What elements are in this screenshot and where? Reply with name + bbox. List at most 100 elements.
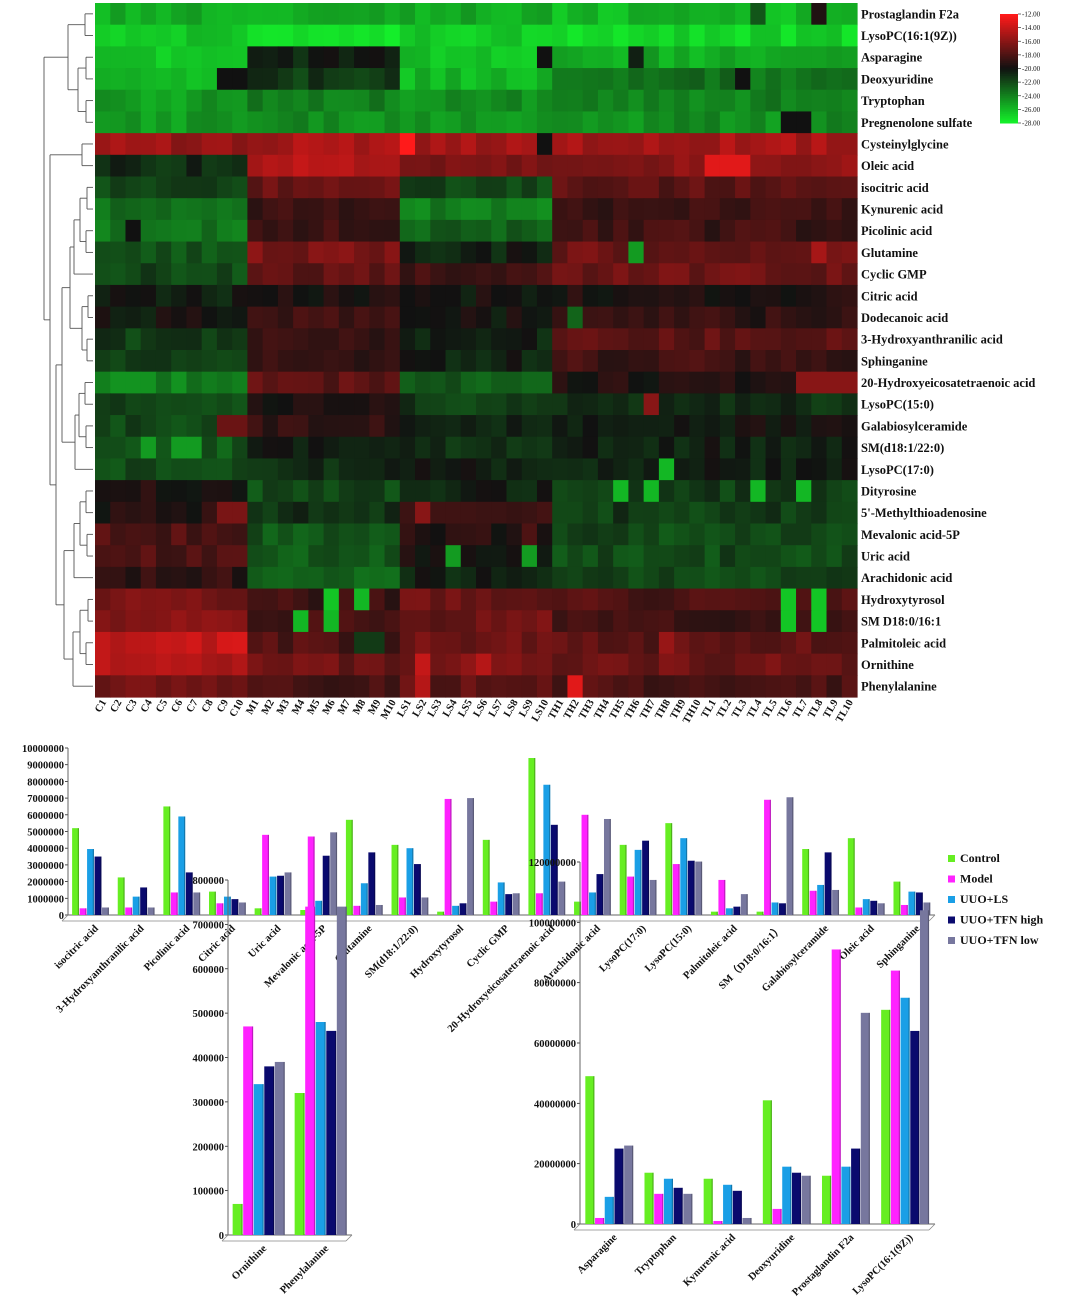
heatmap-column-label: C1 [93,698,109,715]
heatmap-cell [704,68,721,91]
heatmap-cell [613,24,629,47]
heatmap-cell [811,653,828,676]
heatmap-cell [643,284,660,308]
heatmap-cell [521,198,538,221]
heatmap-cell [506,24,523,47]
heatmap-cell [262,263,279,286]
heatmap-cell [95,436,111,460]
heatmap-cell [491,284,508,308]
heatmap-cell [384,566,401,590]
heatmap-cell [613,198,629,221]
heatmap-cell [689,588,706,611]
heatmap-cell [445,176,462,199]
heatmap-cell [735,133,751,156]
bar [322,855,330,915]
heatmap-cell [796,241,812,264]
heatmap-cell [536,241,553,264]
heatmap-cell [476,154,492,178]
heatmap-cell [674,306,690,329]
heatmap-cell [567,675,584,698]
y-tick-label: 1000000 [27,894,64,905]
heatmap-cell [186,89,203,113]
heatmap-cell [780,306,797,329]
heatmap-cell [536,371,553,394]
heatmap-cell [719,24,736,47]
heatmap-cell [521,263,538,286]
heatmap-cell [216,371,233,394]
bar [543,784,551,915]
heatmap-cell [643,46,660,69]
heatmap-cell [643,111,660,134]
heatmap-cell [780,219,797,243]
heatmap-cell [750,89,767,113]
heatmap-cell [796,436,812,460]
color-scale-segment [1000,26,1018,30]
bar [654,1193,664,1224]
heatmap-cell [171,393,188,416]
heatmap-cell [125,371,142,394]
heatmap-cell [719,176,736,199]
heatmap-cell [354,588,370,611]
heatmap-cell [399,111,416,134]
color-scale-segment [1000,108,1018,111]
heatmap-cell [491,133,508,156]
heatmap-cell [125,284,142,308]
color-scale-segment [1000,97,1018,100]
heatmap-cell [628,328,645,351]
heatmap-cell [308,371,325,394]
heatmap-cell [765,176,782,199]
heatmap-cell [765,393,782,416]
heatmap-cell [536,415,553,438]
bar-shade [868,1012,870,1224]
heatmap-cell [308,133,325,156]
heatmap-cell [841,350,858,373]
heatmap-row-label: Cyclic GMP [861,268,927,282]
heatmap-cell [338,46,355,69]
heatmap-cell [201,480,218,503]
heatmap-cell [826,3,843,26]
bar [535,893,543,915]
bar-shade [927,910,930,1224]
heatmap-cell [536,3,553,26]
heatmap-cell [110,501,127,525]
heatmap-cell [582,219,599,243]
bar [919,910,930,1224]
heatmap-cell [536,545,553,568]
heatmap-cell [293,501,309,525]
heatmap-cell [369,154,386,178]
heatmap-cell [308,523,325,546]
color-scale-segment [1000,83,1018,86]
heatmap-cell [567,610,584,633]
axis-depth-line [928,1223,936,1231]
legend-swatch [948,896,955,903]
heatmap-cell [140,588,157,611]
heatmap-cell [506,133,523,156]
x-category-label: Oleic acid [837,923,876,962]
heatmap-cell [704,436,721,460]
heatmap-cell [719,68,736,91]
heatmap-cell [216,133,233,156]
heatmap-cell [384,350,401,373]
heatmap-cell [186,393,203,416]
heatmap-cell [796,46,812,69]
heatmap-cell [171,111,188,134]
heatmap-cell [704,46,721,69]
bar [740,894,748,916]
heatmap-cell [689,284,706,308]
heatmap-cell [719,371,736,394]
heatmap-cell [247,523,264,546]
bar-shade [809,1175,811,1224]
heatmap-cell [521,653,538,676]
heatmap-cell [338,176,355,199]
heatmap-cell [674,675,690,698]
heatmap-cell [277,241,294,264]
heatmap-cell [567,68,584,91]
heatmap-cell [658,436,675,460]
heatmap-cell [506,566,523,590]
heatmap-cell [323,3,340,26]
heatmap-cell [140,523,157,546]
heatmap-column-label: TL7 [791,698,810,720]
heatmap-cell [460,68,477,91]
heatmap-cell [308,306,325,329]
heatmap-cell [704,111,721,134]
